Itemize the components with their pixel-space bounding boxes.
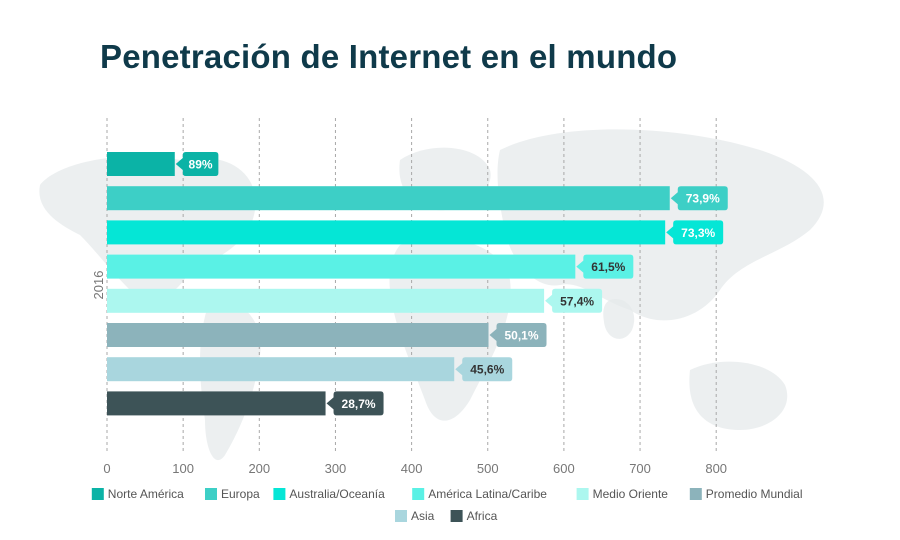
bar-0 <box>107 152 175 176</box>
y-axis-label: 2016 <box>91 271 106 300</box>
legend-swatch-0 <box>91 488 104 500</box>
value-label-1: 73,9% <box>686 192 720 206</box>
value-callout-6 <box>455 357 513 382</box>
legend-swatch-1 <box>205 488 217 500</box>
legend-swatch-6 <box>395 510 407 522</box>
legend-label-7: Africa <box>467 509 498 523</box>
value-label-5: 50,1% <box>504 329 538 343</box>
legend-label-6: Asia <box>411 509 435 523</box>
map-region-6 <box>689 361 788 430</box>
legend-label-4: Medio Oriente <box>593 487 669 501</box>
x-tick-label-600: 600 <box>553 461 575 476</box>
value-callout-3 <box>576 254 634 279</box>
legend: Norte América Europa Australia/Oceanía Amér… <box>91 487 803 523</box>
legend-swatch-4 <box>576 488 589 500</box>
bar-1 <box>107 186 670 211</box>
bar-2 <box>107 220 666 245</box>
x-tick-label-100: 100 <box>172 461 194 476</box>
bars: 89% 73,9% 73,3% 61,5% 57,4% 50,1% 45,6% 28,7% <box>107 152 728 416</box>
value-label-3: 61,5% <box>591 260 625 274</box>
value-callout-4 <box>545 288 603 313</box>
legend-swatch-3 <box>412 488 425 500</box>
bar-6 <box>107 357 455 382</box>
value-label-0: 89% <box>189 158 213 172</box>
value-label-4: 57,4% <box>560 294 594 308</box>
value-label-7: 28,7% <box>342 397 376 411</box>
bar-3 <box>107 254 576 279</box>
value-label-2: 73,3% <box>681 226 715 240</box>
bar-7 <box>107 391 326 416</box>
value-callout-0 <box>175 152 219 176</box>
x-tick-label-400: 400 <box>401 461 423 476</box>
value-callout-1 <box>670 186 728 211</box>
x-tick-label-700: 700 <box>629 461 651 476</box>
x-axis-ticks: 0 100 200 300 400 500 600 700 800 <box>103 461 727 476</box>
legend-label-2: Australia/Oceanía <box>289 487 385 501</box>
legend-label-3: América Latina/Caribe <box>428 487 547 501</box>
value-callout-5 <box>489 323 547 347</box>
x-tick-label-800: 800 <box>705 461 727 476</box>
legend-swatch-7 <box>450 510 463 522</box>
map-region-7 <box>603 299 635 339</box>
chart-title: Penetración de Internet en el mundo <box>100 38 678 75</box>
bar-5 <box>107 323 489 347</box>
x-tick-label-200: 200 <box>248 461 270 476</box>
x-tick-label-0: 0 <box>103 461 110 476</box>
legend-label-5: Promedio Mundial <box>706 487 803 501</box>
legend-label-0: Norte América <box>108 487 184 501</box>
x-tick-label-300: 300 <box>325 461 347 476</box>
value-label-6: 45,6% <box>470 363 504 377</box>
legend-swatch-5 <box>689 488 702 500</box>
bar-4 <box>107 288 545 313</box>
legend-swatch-2 <box>273 488 286 500</box>
value-callout-2 <box>666 220 724 245</box>
legend-label-1: Europa <box>221 487 260 501</box>
x-tick-label-500: 500 <box>477 461 499 476</box>
value-callout-7 <box>326 391 384 416</box>
